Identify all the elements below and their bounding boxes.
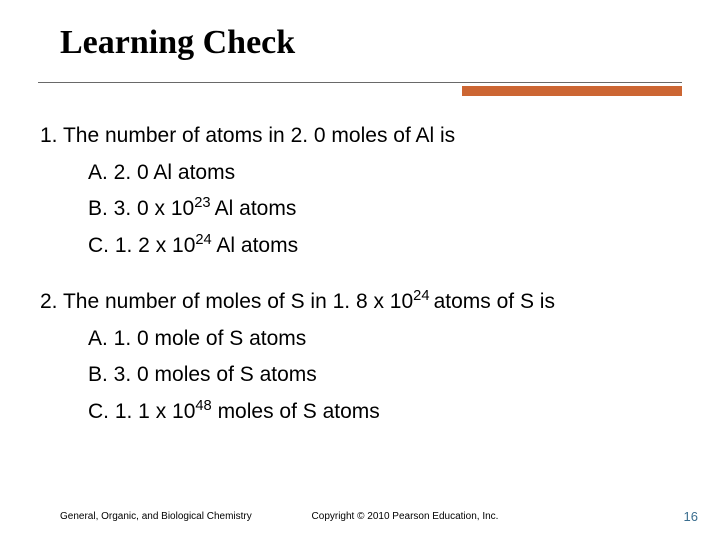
option-label-post: Al atoms: [215, 197, 297, 220]
rule-thick-accent: [462, 86, 682, 96]
footer-center: Copyright © 2010 Pearson Education, Inc.: [0, 511, 720, 522]
option-label-pre: C. 1. 1 x 10: [88, 400, 195, 423]
title-rule: [38, 80, 682, 85]
question-1-prompt: 1. The number of atoms in 2. 0 moles of …: [40, 120, 680, 153]
question-2-sup: 24: [413, 288, 433, 304]
question-2-option-b: B. 3. 0 moles of S atoms: [88, 359, 680, 392]
slide: Learning Check 1. The number of atoms in…: [0, 0, 720, 540]
slide-title: Learning Check: [60, 24, 680, 62]
question-2-text-pre: 2. The number of moles of S in 1. 8 x 10: [40, 290, 413, 313]
question-2-prompt: 2. The number of moles of S in 1. 8 x 10…: [40, 286, 680, 319]
question-1-option-b: B. 3. 0 x 1023 Al atoms: [88, 193, 680, 226]
footer-page-number: 16: [684, 509, 698, 524]
question-2-text-post: atoms of S is: [434, 290, 555, 313]
option-label-pre: B. 3. 0 x 10: [88, 197, 194, 220]
question-2-options: A. 1. 0 mole of S atoms B. 3. 0 moles of…: [88, 323, 680, 429]
option-sup: 23: [194, 195, 214, 211]
question-2-option-c: C. 1. 1 x 1048 moles of S atoms: [88, 396, 680, 429]
option-label: B. 3. 0 moles of S atoms: [88, 363, 317, 386]
option-label-post: moles of S atoms: [212, 400, 380, 423]
option-label-pre: C. 1. 2 x 10: [88, 234, 195, 257]
slide-body: 1. The number of atoms in 2. 0 moles of …: [40, 120, 680, 452]
question-1-options: A. 2. 0 Al atoms B. 3. 0 x 1023 Al atoms…: [88, 157, 680, 263]
question-2-option-a: A. 1. 0 mole of S atoms: [88, 323, 680, 356]
question-1-option-a: A. 2. 0 Al atoms: [88, 157, 680, 190]
question-1-text: 1. The number of atoms in 2. 0 moles of …: [40, 124, 455, 147]
option-sup: 24: [195, 232, 211, 248]
option-label: A. 1. 0 mole of S atoms: [88, 327, 306, 350]
rule-thin: [38, 80, 682, 83]
question-1-option-c: C. 1. 2 x 1024 Al atoms: [88, 230, 680, 263]
option-sup: 48: [195, 398, 211, 414]
option-label-post: Al atoms: [212, 234, 298, 257]
option-label: A. 2. 0 Al atoms: [88, 161, 235, 184]
title-block: Learning Check: [60, 24, 680, 62]
